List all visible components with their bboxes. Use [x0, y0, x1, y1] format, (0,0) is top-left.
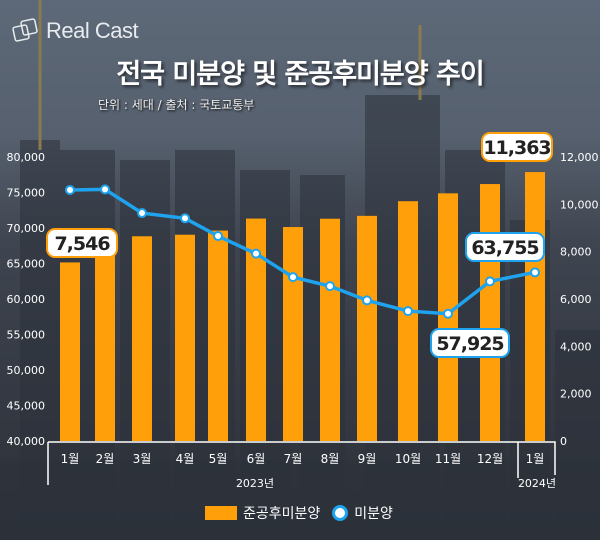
left-axis-tick: 80,000 [7, 151, 46, 164]
line-point-3 [180, 213, 190, 224]
right-axis-tick: 8,000 [560, 246, 592, 259]
x-tick-label: 8월 [321, 452, 340, 466]
x-tick-label: 5월 [209, 452, 228, 466]
line-point-4 [213, 231, 223, 242]
bar-9 [398, 201, 418, 441]
x-tick-label: 11월 [435, 452, 461, 466]
brand-name: Real Cast [46, 18, 139, 43]
x-tick-label: 10월 [395, 452, 421, 466]
left-axis-tick: 55,000 [7, 329, 46, 342]
right-axis-tick: 2,000 [560, 388, 592, 401]
logo-icon [12, 18, 38, 42]
left-axis-tick: 40,000 [7, 435, 46, 448]
bar-7 [320, 218, 340, 441]
x-tick-label: 1월 [61, 452, 80, 466]
legend-label-bar: 준공후미분양 [243, 506, 321, 522]
bar-11 [480, 184, 500, 441]
callout-line-last: 63,755 [471, 237, 538, 259]
left-axis-tick: 45,000 [7, 400, 46, 413]
legend: 준공후미분양 미분양 [205, 503, 393, 523]
x-tick-label: 4월 [176, 452, 195, 466]
bar-0 [60, 262, 80, 441]
right-axis-tick: 4,000 [560, 340, 592, 353]
line-point-5 [251, 248, 261, 259]
line-point-12 [530, 267, 540, 278]
bar-1 [95, 238, 115, 441]
callout-line-min-box [430, 328, 510, 358]
line-point-10 [443, 308, 453, 319]
left-axis-tick: 50,000 [7, 364, 46, 377]
line-point-0 [65, 184, 75, 195]
callout-bar-first-box [46, 228, 118, 258]
right-axis-tick: 0 [560, 435, 567, 448]
line-point-9 [403, 306, 413, 317]
x-tick-label: 2월 [96, 452, 115, 466]
chart-title: 전국 미분양 및 준공후미분양 추이 [116, 59, 484, 90]
left-axis-tick: 65,000 [7, 258, 46, 271]
line-point-6 [288, 272, 298, 283]
logo: Real Cast [12, 18, 139, 44]
left-axis-tick: 60,000 [7, 293, 46, 306]
bar-2 [132, 236, 152, 441]
legend-bar-swatch [205, 506, 237, 520]
callout-line-min: 57,925 [436, 333, 503, 355]
callout-line-last-box [465, 232, 545, 262]
right-axis-tick: 6,000 [560, 293, 592, 306]
bar-8 [357, 215, 377, 441]
year-label-2024: 2024년 [518, 477, 556, 490]
bar-5 [246, 218, 266, 441]
right-axis-tick: 12,000 [560, 151, 599, 164]
bar-4 [208, 230, 228, 441]
callout-bar-first: 7,546 [54, 233, 110, 255]
line-point-7 [325, 281, 335, 292]
chart-subtitle: 단위 : 세대 / 출처 : 국토교통부 [98, 98, 255, 112]
line-point-11 [485, 276, 495, 287]
x-tick-label: 12월 [477, 452, 503, 466]
bar-6 [283, 227, 303, 441]
line-point-1 [100, 184, 110, 195]
x-tick-label: 1월 [526, 452, 545, 466]
right-axis-tick: 10,000 [560, 198, 599, 211]
x-axis-bracket [47, 441, 556, 485]
building [0, 460, 600, 540]
callout-bar-last: 11,363 [483, 137, 550, 159]
left-axis-tick: 70,000 [7, 222, 46, 235]
legend-line-marker [332, 505, 349, 521]
x-tick-label: 6월 [247, 452, 266, 466]
legend-label-line: 미분양 [354, 506, 393, 522]
x-tick-label: 7월 [284, 452, 303, 466]
line-point-2 [137, 208, 147, 219]
line-point-8 [362, 295, 372, 306]
x-tick-label: 9월 [358, 452, 377, 466]
callout-bar-last-box [481, 132, 553, 162]
x-tick-label: 3월 [133, 452, 152, 466]
left-axis-tick: 75,000 [7, 187, 46, 200]
bar-12 [525, 172, 545, 441]
bar-3 [175, 234, 195, 441]
year-label-2023: 2023년 [236, 477, 274, 490]
